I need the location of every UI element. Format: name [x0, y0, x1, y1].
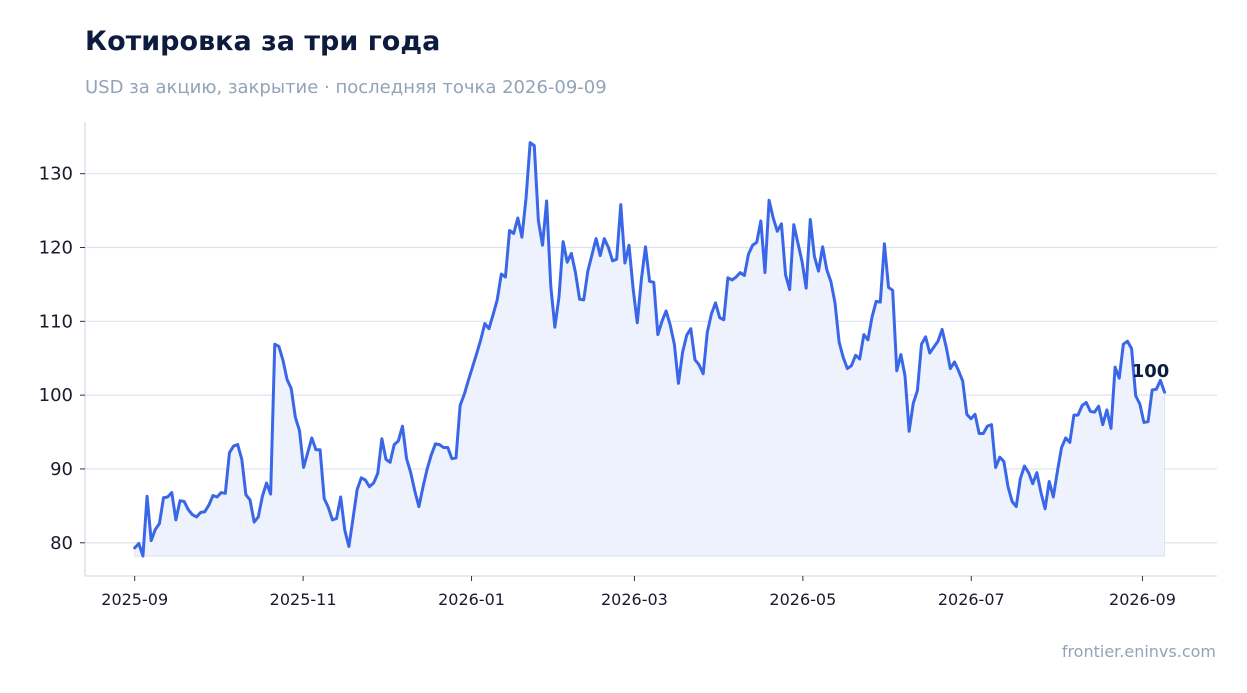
ytick-label-120: 120: [39, 237, 73, 258]
xtick-label-2025-11: 2025-11: [270, 590, 337, 609]
axes: [84, 122, 1217, 577]
xtick-label-2026-03: 2026-03: [601, 590, 668, 609]
ytick-label-90: 90: [50, 459, 73, 480]
ytick-label-130: 130: [39, 164, 73, 185]
ytick-label-80: 80: [50, 533, 73, 554]
xtick-label-2026-07: 2026-07: [938, 590, 1005, 609]
y-ticks: 80 90 100 110 120 130: [39, 164, 85, 554]
xtick-label-2026-09: 2026-09: [1109, 590, 1176, 609]
last-value-label: 100: [1132, 361, 1170, 382]
price-line: [133, 141, 1167, 558]
x-ticks: 2025-09 2025-11 2026-01 2026-03 2026-05 2026-…: [101, 576, 1176, 609]
chart-title: Котировка за три года: [85, 26, 441, 57]
xtick-label-2026-05: 2026-05: [769, 590, 836, 609]
ytick-label-100: 100: [39, 385, 73, 406]
ytick-label-110: 110: [39, 311, 73, 332]
source-credit: frontier.eninvs.com: [1061, 642, 1216, 661]
xtick-label-2025-09: 2025-09: [101, 590, 168, 609]
xtick-label-2026-01: 2026-01: [438, 590, 505, 609]
chart-subtitle: USD за акцию, закрытие · последняя точка…: [85, 77, 607, 98]
